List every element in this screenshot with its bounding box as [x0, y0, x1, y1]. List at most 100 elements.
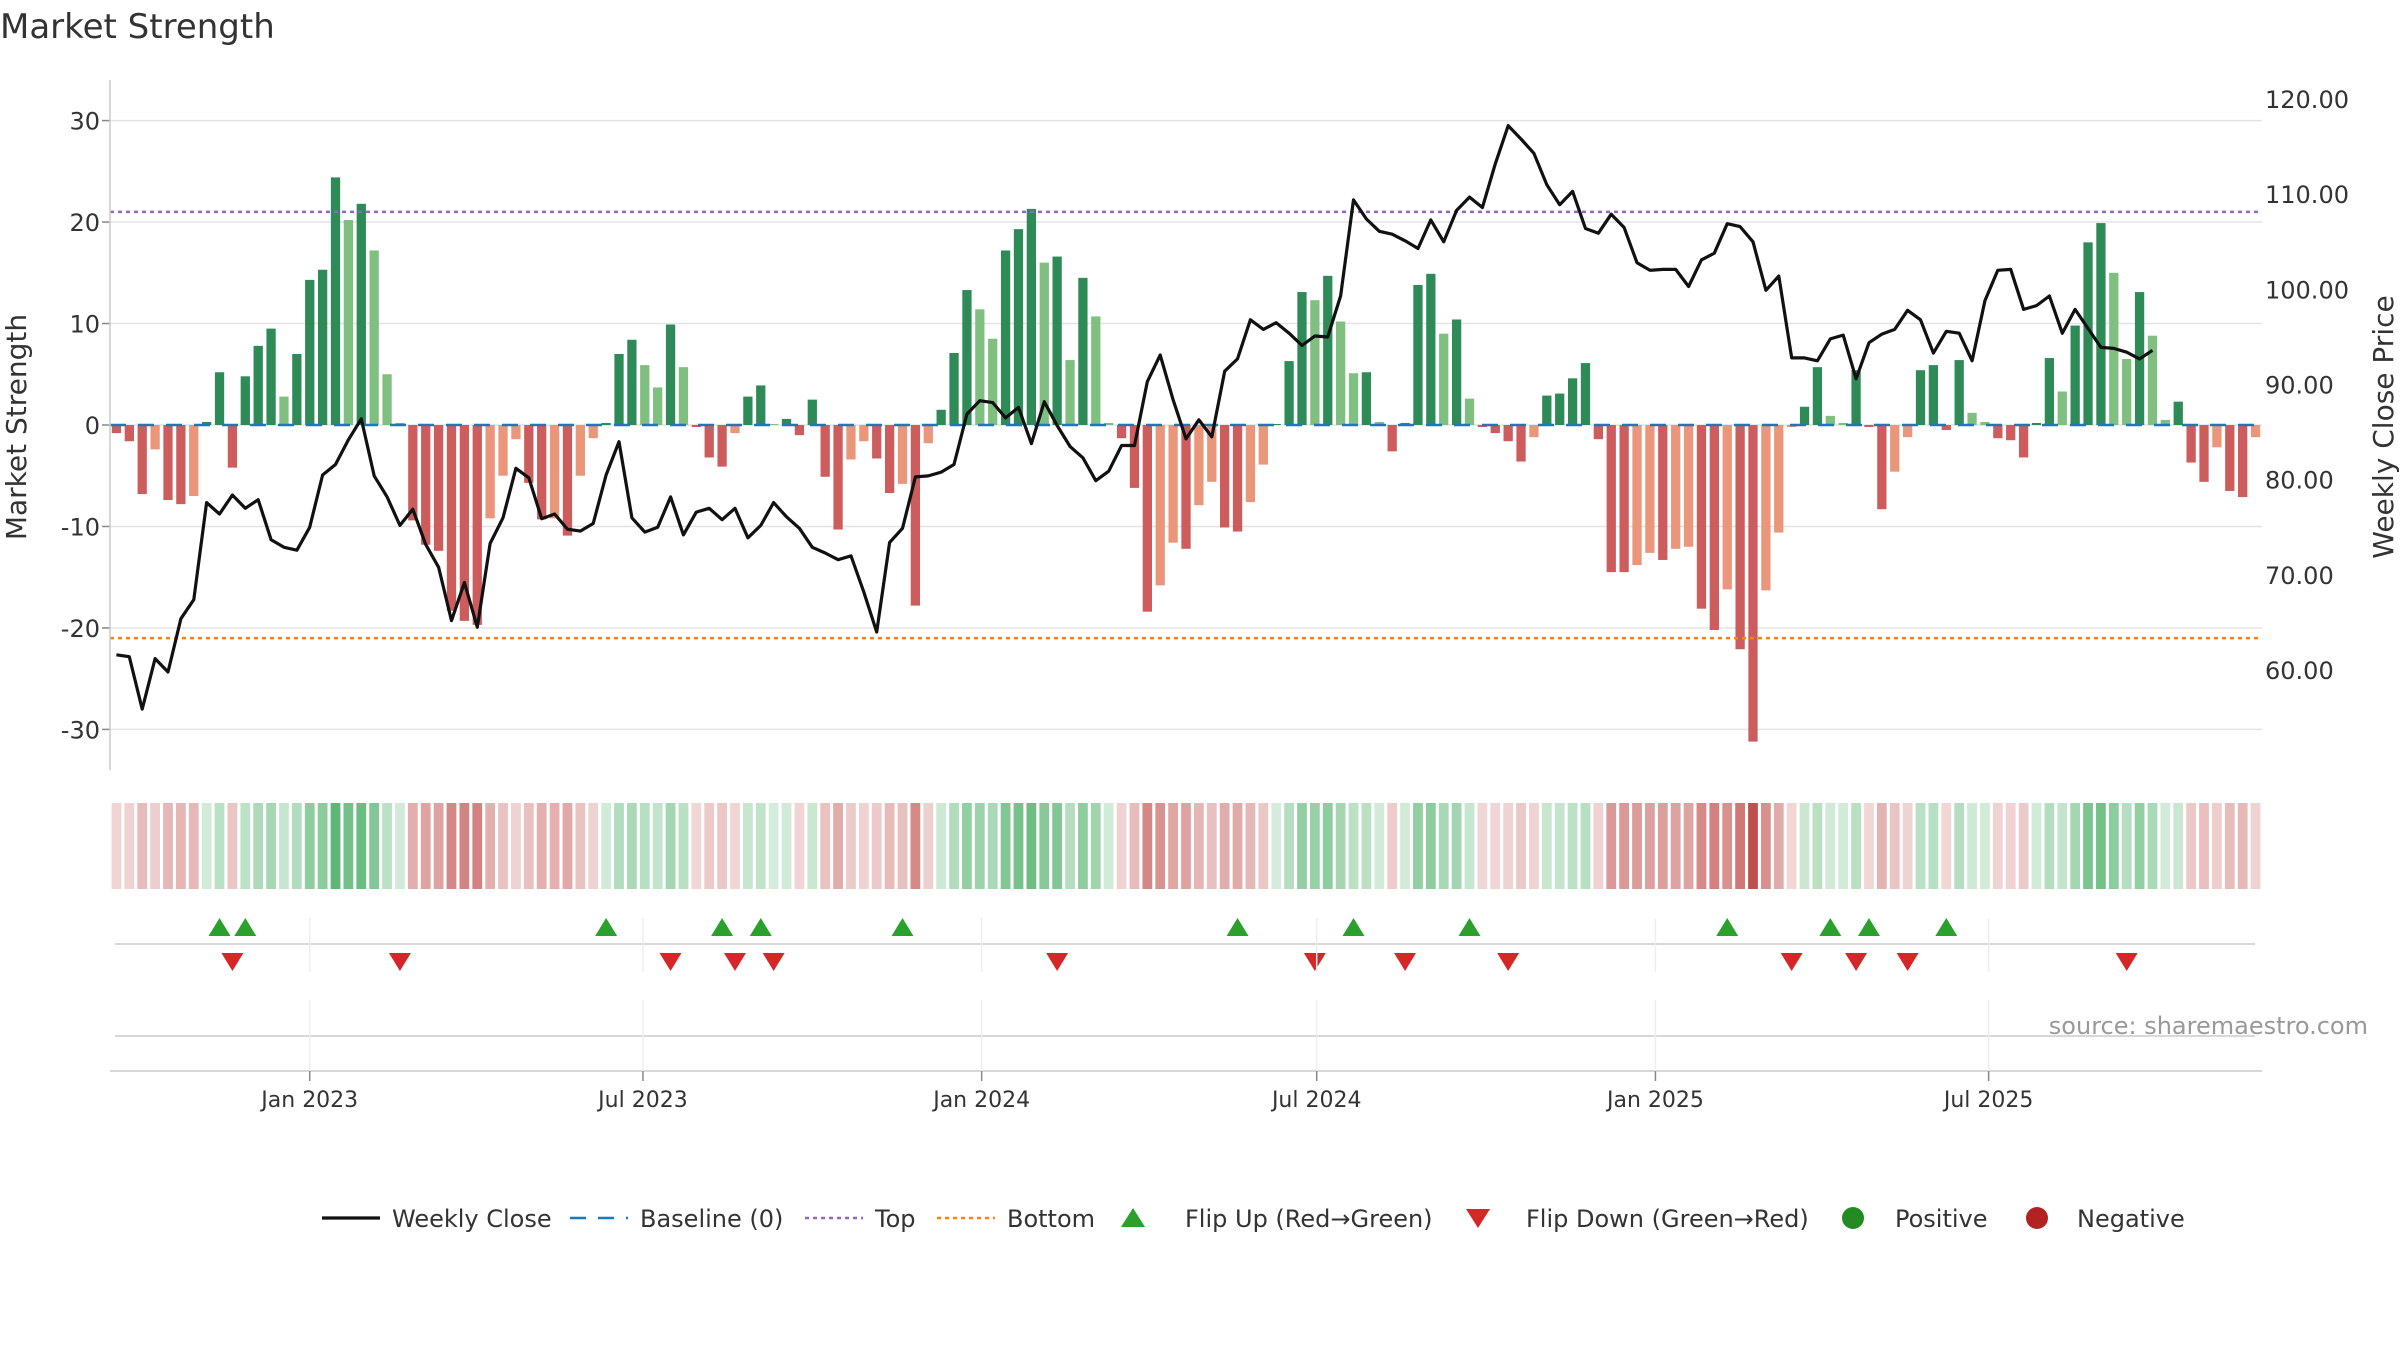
heat-cell	[1722, 803, 1733, 889]
heat-cell	[601, 803, 612, 889]
strength-bar	[575, 425, 585, 476]
strength-bar	[1812, 367, 1823, 425]
strength-bar	[1542, 395, 1552, 425]
heat-cell	[1374, 803, 1385, 889]
strength-bar	[730, 425, 740, 434]
heat-cell	[2057, 803, 2068, 889]
strength-bar	[1593, 425, 1603, 440]
x-tick-label: Jul 2025	[1942, 1088, 2034, 1113]
heat-cell	[1090, 803, 1101, 889]
strength-bar	[1129, 425, 1140, 488]
strength-bar	[2018, 425, 2029, 458]
strength-bar	[910, 425, 921, 606]
strength-bar	[756, 385, 766, 425]
strength-bar	[472, 425, 482, 625]
strength-bar	[2031, 422, 2042, 425]
flip-up-marker	[1226, 918, 1249, 936]
heat-cell	[1812, 803, 1823, 889]
strength-bar	[1245, 425, 1256, 503]
heat-cell	[1657, 803, 1668, 889]
heat-cell	[1335, 803, 1346, 889]
strength-bar	[1387, 425, 1397, 452]
strength-bar	[717, 425, 727, 467]
strength-bar	[2173, 401, 2183, 425]
heat-cell	[549, 803, 560, 889]
x-tick-label: Jan 2023	[259, 1088, 358, 1113]
heat-cell	[485, 803, 496, 889]
strength-bar	[1091, 316, 1101, 425]
heat-cell	[1980, 803, 1990, 889]
heat-cell	[742, 803, 753, 889]
strength-bar	[1954, 360, 1964, 425]
strength-bar	[1838, 422, 1848, 425]
strength-bar	[923, 425, 933, 444]
heat-cell	[1309, 803, 1320, 889]
heat-cell	[407, 803, 418, 889]
heat-cell	[304, 803, 315, 889]
heat-cell	[420, 803, 431, 889]
heat-cell	[949, 803, 959, 889]
heat-cell	[781, 803, 792, 889]
heat-cell	[1516, 803, 1526, 889]
heat-cell	[1142, 803, 1153, 889]
strength-bar	[421, 425, 431, 545]
strength-bar	[2186, 425, 2196, 463]
weekly-close-layer	[116, 124, 2154, 711]
heat-cell	[163, 803, 173, 889]
strength-bar	[601, 422, 611, 425]
flip-down-marker	[1780, 953, 1803, 971]
strength-bar	[1052, 256, 1062, 425]
strength-bar	[1271, 423, 1281, 425]
heat-cell	[717, 803, 727, 889]
flip-up-marker	[1716, 918, 1739, 936]
flip-down-marker	[1845, 953, 1868, 971]
heat-cell	[1825, 803, 1836, 889]
y-tick-label: 20	[69, 209, 100, 237]
heat-cell	[1529, 803, 1539, 889]
heat-cell	[1786, 803, 1797, 889]
heat-cell	[1593, 803, 1604, 889]
strength-bar	[1451, 319, 1462, 425]
strength-bar	[1632, 425, 1642, 566]
x-axis: Jan 2023 Jul 2023 Jan 2024 Jul 2024 Jan 2025…	[110, 918, 2262, 1113]
flip-down-marker	[659, 953, 682, 971]
strength-heat-strip	[111, 803, 2261, 889]
heat-cell	[910, 803, 921, 889]
strength-bar	[356, 203, 366, 425]
heat-cell	[768, 803, 779, 889]
y-tick-label: 10	[69, 311, 100, 339]
strength-bar	[949, 352, 959, 425]
legend-label: Flip Down (Green→Red)	[1526, 1205, 1809, 1233]
y-tick-label: 0	[85, 412, 100, 440]
heat-cell	[2173, 803, 2184, 889]
strength-bar	[1696, 425, 1707, 609]
heat-cell	[2160, 803, 2171, 889]
legend-item: Weekly Close	[322, 1205, 552, 1233]
legend-label: Baseline (0)	[640, 1205, 783, 1233]
strength-bar	[1232, 425, 1243, 532]
heat-cell	[1864, 803, 1874, 889]
heat-cell	[291, 803, 302, 889]
strength-bar	[1490, 425, 1500, 434]
strength-bar	[794, 425, 805, 436]
flip-up-marker	[711, 918, 734, 936]
strength-bar	[446, 425, 457, 611]
strength-bar	[227, 425, 238, 468]
heat-cell	[1902, 803, 1913, 889]
heat-cell	[2134, 803, 2145, 889]
heat-cell	[704, 803, 715, 889]
strength-bar	[1851, 370, 1861, 425]
strength-bar	[2070, 325, 2080, 425]
strength-bar	[1258, 425, 1268, 465]
x-tick-label: Jan 2025	[1605, 1088, 1704, 1113]
heat-cell	[652, 803, 663, 889]
heat-cell	[1580, 803, 1591, 889]
strength-bar	[1761, 425, 1771, 591]
strength-bar	[1658, 425, 1668, 560]
heat-cell	[626, 803, 637, 889]
strength-bar	[1645, 425, 1655, 553]
strength-bar	[1683, 425, 1694, 547]
strength-bar	[176, 425, 186, 505]
strength-bar	[2199, 425, 2209, 482]
strength-bar	[872, 425, 882, 459]
